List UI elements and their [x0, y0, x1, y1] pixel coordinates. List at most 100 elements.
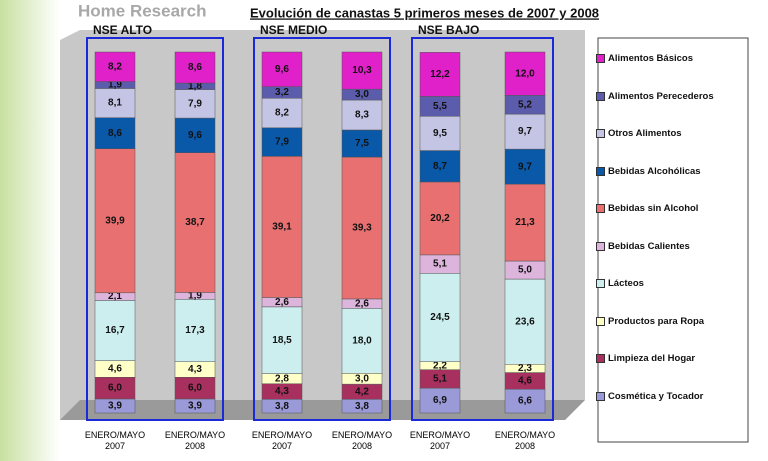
- legend-entry: Bebidas Alcohólicas: [596, 165, 738, 178]
- value-label: 2,6: [355, 298, 369, 309]
- value-label: 10,3: [352, 65, 372, 76]
- bar-segment: [261, 306, 303, 374]
- value-label: 4,3: [275, 386, 289, 397]
- legend-entry: Alimentos Básicos: [596, 52, 738, 65]
- value-label: 1,8: [188, 81, 202, 92]
- value-label: 8,3: [355, 110, 369, 121]
- value-label: 6,6: [518, 396, 532, 407]
- bar-segment: [419, 116, 461, 151]
- legend-swatch: [596, 316, 605, 326]
- value-label: 12,0: [515, 68, 535, 79]
- bar-segment: [174, 299, 216, 362]
- value-label: 9,7: [518, 161, 532, 172]
- value-label: 4,6: [518, 376, 532, 387]
- bar-segment: [174, 152, 216, 293]
- value-label: 4,3: [188, 364, 202, 375]
- value-label: 12,2: [430, 69, 450, 80]
- legend-entry: Limpieza del Hogar: [596, 352, 738, 365]
- value-label: 2,1: [108, 291, 122, 302]
- bar-segment: [261, 127, 303, 157]
- value-label: 21,3: [515, 217, 535, 228]
- bar-segment: [94, 300, 136, 361]
- value-label: 38,7: [185, 217, 205, 228]
- value-label: 9,7: [518, 126, 532, 137]
- bar-segment: [341, 51, 383, 90]
- value-label: 5,1: [433, 374, 447, 385]
- value-label: 7,9: [188, 98, 202, 109]
- value-label: 4,2: [355, 386, 369, 397]
- group-frame: [86, 37, 224, 421]
- value-label: 23,6: [515, 316, 535, 327]
- value-label: 9,5: [433, 128, 447, 139]
- value-label: 8,6: [188, 62, 202, 73]
- legend-swatch: [596, 279, 605, 288]
- group-frame: [253, 37, 391, 421]
- value-label: 24,5: [430, 312, 450, 323]
- value-label: 3,2: [275, 87, 289, 98]
- legend-entry: Alimentos Perecederos: [596, 90, 738, 103]
- value-label: 6,9: [433, 395, 447, 406]
- value-label: 8,7: [433, 161, 447, 172]
- legend-swatch: [596, 241, 605, 251]
- bar-segment: [419, 181, 461, 256]
- value-label: 39,3: [352, 223, 372, 234]
- value-label: 5,2: [518, 99, 532, 110]
- value-label: 4,6: [108, 364, 122, 375]
- value-label: 18,5: [272, 335, 292, 346]
- bar-segment: [504, 183, 546, 262]
- value-label: 3,8: [355, 401, 369, 412]
- side-decoration: [0, 0, 60, 461]
- legend-entry: Lácteos: [596, 277, 738, 290]
- legend-swatch: [596, 354, 605, 363]
- legend-swatch: [596, 129, 605, 138]
- bar-segment: [419, 273, 461, 362]
- value-label: 5,1: [433, 259, 447, 270]
- bar-segment: [94, 51, 136, 82]
- value-label: 8,1: [108, 98, 122, 109]
- value-label: 2,3: [518, 363, 532, 374]
- x-tick-label: ENERO/MAYO 2007: [409, 430, 471, 451]
- value-label: 1,9: [108, 80, 122, 91]
- value-label: 8,2: [108, 61, 122, 72]
- legend-swatch: [596, 391, 605, 401]
- x-tick-label: ENERO/MAYO 2008: [164, 430, 226, 451]
- value-label: 1,9: [188, 290, 202, 301]
- value-label: 9,6: [188, 130, 202, 141]
- value-label: 8,6: [108, 128, 122, 139]
- value-label: 16,7: [105, 325, 125, 336]
- legend-entry: Otros Alimentos: [596, 127, 738, 140]
- legend-swatch: [596, 91, 605, 101]
- value-label: 2,8: [275, 373, 289, 384]
- value-label: 39,9: [105, 215, 125, 226]
- bar-segment: [94, 117, 136, 149]
- value-label: 3,9: [188, 401, 202, 412]
- bar-segment: [174, 51, 216, 84]
- value-label: 17,3: [185, 325, 205, 336]
- bar-segment: [504, 113, 546, 150]
- legend-entry: Bebidas Calientes: [596, 240, 738, 253]
- value-label: 5,5: [433, 101, 447, 112]
- value-label: 18,0: [352, 335, 372, 346]
- chart-title: Evolución de canastas 5 primeros meses d…: [250, 5, 599, 20]
- bar-segment: [261, 97, 303, 129]
- value-label: 5,0: [518, 265, 532, 276]
- group-frame: [411, 37, 554, 421]
- value-label: 2,2: [433, 360, 447, 371]
- bar-segment: [419, 150, 461, 183]
- bar-segment: [261, 156, 303, 298]
- value-label: 7,5: [355, 138, 369, 149]
- value-label: 2,6: [275, 297, 289, 308]
- legend-entry: Productos para Ropa: [596, 315, 738, 328]
- value-label: 39,1: [272, 222, 292, 233]
- legend-box: [597, 37, 749, 443]
- bar-segment: [341, 156, 383, 300]
- bar-segment: [504, 51, 546, 96]
- value-label: 3,0: [355, 373, 369, 384]
- value-label: 6,0: [188, 383, 202, 394]
- value-label: 9,6: [275, 64, 289, 75]
- bar-segment: [341, 99, 383, 131]
- bar-segment: [174, 117, 216, 153]
- value-label: 6,0: [108, 383, 122, 394]
